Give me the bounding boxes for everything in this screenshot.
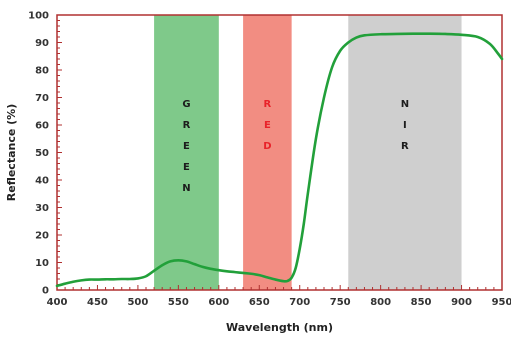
data-point xyxy=(444,33,446,35)
x-tick-label: 600 xyxy=(208,297,229,308)
data-point xyxy=(56,285,58,287)
data-point xyxy=(286,280,289,282)
band-label-letter: N xyxy=(182,183,190,194)
data-point xyxy=(218,269,220,271)
y-tick-label: 20 xyxy=(35,231,49,242)
band-label-letter: D xyxy=(263,141,271,152)
band-label-letter: E xyxy=(264,120,271,131)
data-point xyxy=(282,280,285,282)
band-label-letter: R xyxy=(183,120,191,131)
data-point xyxy=(177,259,179,261)
x-tick-label: 800 xyxy=(370,297,391,308)
data-point xyxy=(347,41,349,44)
data-point xyxy=(113,278,115,280)
x-tick-label: 700 xyxy=(289,297,310,308)
data-point xyxy=(104,278,107,280)
data-point xyxy=(169,260,171,262)
x-tick-label: 450 xyxy=(87,297,108,308)
data-point xyxy=(210,268,212,270)
data-point xyxy=(380,33,382,35)
data-point xyxy=(339,50,341,52)
band-label-letter: N xyxy=(401,99,409,110)
data-point xyxy=(363,34,366,36)
y-tick-label: 0 xyxy=(42,286,49,297)
data-point xyxy=(355,36,357,39)
data-point xyxy=(323,96,325,99)
x-tick-label: 850 xyxy=(411,297,432,308)
y-tick-label: 100 xyxy=(28,11,49,22)
ticks-layer: 400 450 500 550 600 650 700 750 800 850 900 950 0 10 2… xyxy=(28,11,511,309)
band-label-letter: E xyxy=(183,162,190,173)
data-point xyxy=(202,266,204,268)
y-tick-label: 30 xyxy=(35,203,49,214)
y-axis-title: Reflectance (%) xyxy=(5,104,18,201)
bands-layer xyxy=(154,15,462,290)
x-tick-label: 500 xyxy=(127,297,148,308)
x-tick-label: 550 xyxy=(168,297,189,308)
data-point xyxy=(226,270,228,272)
y-tick-label: 10 xyxy=(35,258,49,269)
y-tick-label: 50 xyxy=(35,148,49,159)
data-point xyxy=(137,277,139,280)
data-point xyxy=(234,271,236,273)
data-point xyxy=(129,278,131,280)
data-point xyxy=(145,275,147,277)
data-point xyxy=(307,193,309,195)
data-point xyxy=(501,58,503,60)
data-point xyxy=(489,43,491,45)
data-point xyxy=(193,263,196,265)
data-point xyxy=(96,278,99,281)
data-point xyxy=(88,278,90,281)
data-point xyxy=(299,248,301,250)
data-point xyxy=(266,276,268,278)
band-label-letter: R xyxy=(264,99,272,110)
y-tick-label: 90 xyxy=(35,38,49,49)
band-label-letter: I xyxy=(403,120,407,131)
data-point xyxy=(153,270,155,272)
data-point xyxy=(428,33,430,35)
data-point xyxy=(412,33,414,35)
data-point xyxy=(72,281,74,283)
data-point xyxy=(460,34,463,36)
data-point xyxy=(64,283,66,285)
band-green xyxy=(154,15,219,290)
y-tick-label: 70 xyxy=(35,93,49,104)
data-point xyxy=(295,267,297,269)
band-nir xyxy=(348,15,462,290)
y-tick-label: 80 xyxy=(35,66,49,77)
data-point xyxy=(121,278,123,280)
band-label-letter: R xyxy=(401,141,409,152)
x-tick-label: 650 xyxy=(249,297,270,308)
band-red xyxy=(243,15,292,290)
data-point xyxy=(185,260,188,262)
data-point xyxy=(250,273,252,275)
x-tick-label: 900 xyxy=(451,297,472,308)
data-point xyxy=(477,36,479,38)
x-tick-label: 400 xyxy=(47,297,68,308)
data-point xyxy=(258,274,260,276)
data-point xyxy=(315,138,317,140)
data-point xyxy=(303,223,305,225)
data-point xyxy=(497,52,499,55)
band-label-letter: G xyxy=(182,99,190,110)
series-layer xyxy=(55,32,504,288)
band-label-letter: E xyxy=(183,141,190,152)
data-point xyxy=(396,33,398,35)
data-point xyxy=(242,272,244,274)
reflectance-series-line xyxy=(55,32,504,288)
x-tick-label: 750 xyxy=(330,297,351,308)
y-tick-label: 60 xyxy=(35,121,49,132)
data-point xyxy=(161,264,163,266)
data-point xyxy=(274,278,277,281)
data-point xyxy=(291,277,293,279)
y-tick-label: 40 xyxy=(35,176,49,187)
data-point xyxy=(331,66,333,68)
data-point xyxy=(80,279,82,281)
x-axis-title: Wavelength (nm) xyxy=(226,321,333,334)
x-tick-label: 950 xyxy=(492,297,511,308)
